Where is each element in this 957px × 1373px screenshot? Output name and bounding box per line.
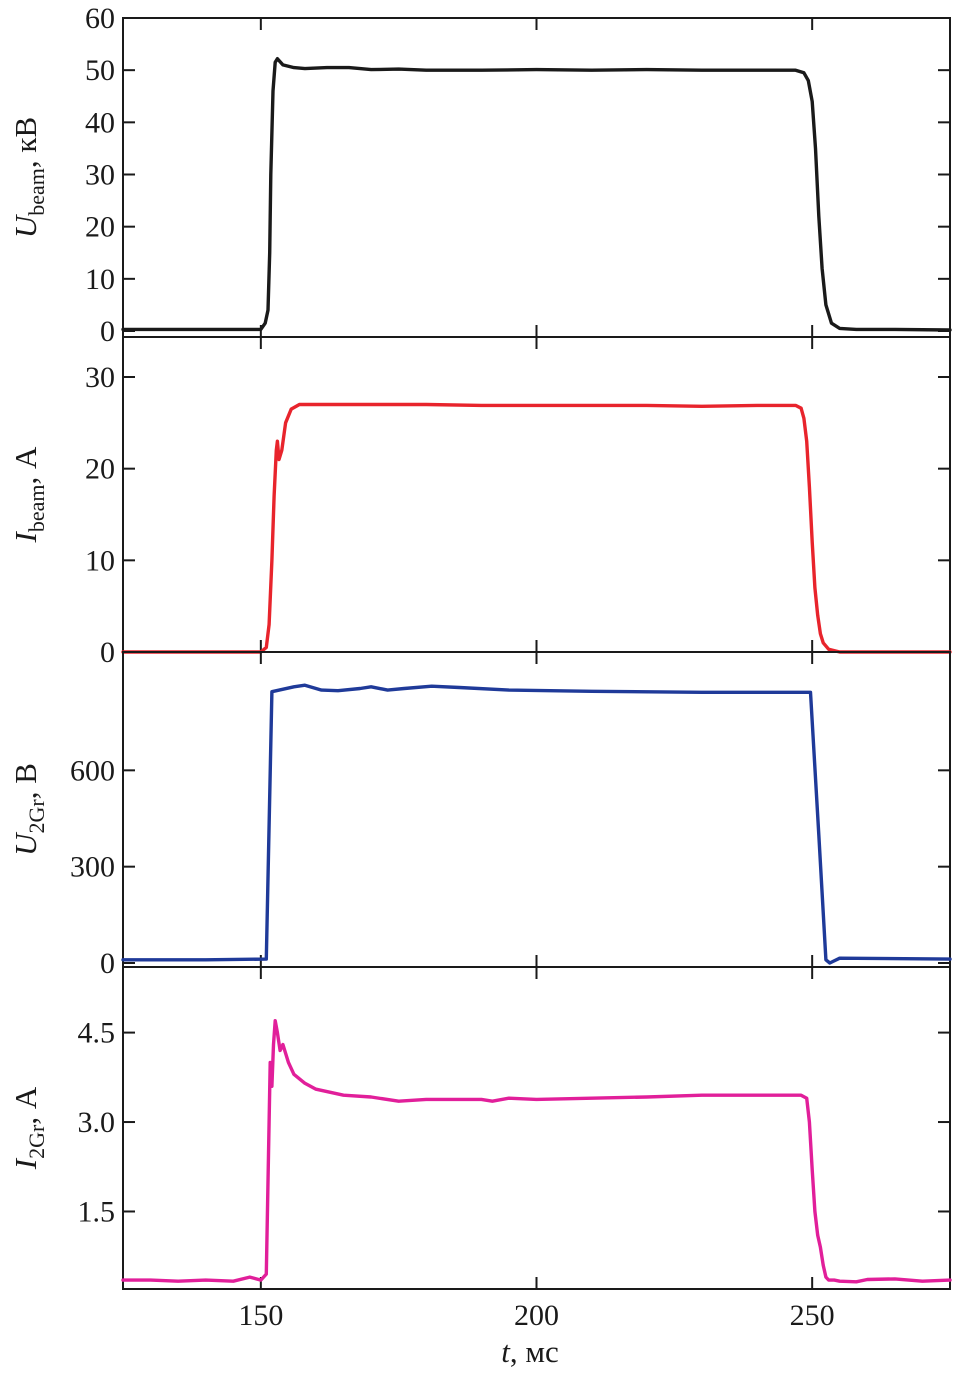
x-tick-label: 200 bbox=[514, 1299, 559, 1332]
y-tick-label: 0 bbox=[100, 636, 115, 669]
panel-1: 0 10 20 30 40 50 60 Ubeam, кВ bbox=[8, 2, 952, 348]
y-tick-label: 30 bbox=[85, 361, 115, 394]
y-axis-label: Ibeam, А bbox=[8, 446, 49, 543]
y-tick-label: 30 bbox=[85, 159, 115, 192]
x-axis-symbol: t bbox=[501, 1334, 511, 1369]
series-line bbox=[121, 57, 952, 332]
y-tick-label: 1.5 bbox=[78, 1195, 116, 1228]
panel-frame bbox=[122, 336, 951, 653]
panel-3: 0 300 600 U2Gr, В bbox=[8, 651, 952, 980]
y-axis-symbol: U bbox=[8, 831, 43, 856]
y-tick-label: 300 bbox=[70, 851, 115, 884]
y-axis-subscript: 2Gr bbox=[24, 1124, 49, 1159]
y-axis-unit: , А bbox=[8, 1086, 43, 1125]
x-tick-label: 250 bbox=[790, 1299, 835, 1332]
y-axis-subscript: beam bbox=[24, 484, 49, 532]
y-tick-label: 20 bbox=[85, 211, 115, 244]
y-axis-symbol: U bbox=[8, 213, 43, 238]
y-axis-unit: , В bbox=[8, 763, 43, 799]
y-tick-label: 50 bbox=[85, 54, 115, 87]
y-axis-unit: , кВ bbox=[8, 117, 43, 168]
y-tick-label: 4.5 bbox=[78, 1017, 116, 1050]
y-tick-label: 10 bbox=[85, 544, 115, 577]
y-axis-subscript: 2Gr bbox=[24, 799, 49, 834]
y-tick-label: 0 bbox=[100, 315, 115, 348]
y-tick-label: 40 bbox=[85, 106, 115, 139]
y-axis-label: I2Gr, А bbox=[8, 1086, 49, 1170]
x-axis-label: t, мс bbox=[501, 1334, 559, 1369]
panel-frame bbox=[122, 651, 951, 968]
y-tick-label: 0 bbox=[100, 947, 115, 980]
panel-2: 0 10 20 30 Ibeam, А bbox=[8, 336, 952, 669]
panel-4: 1.5 3.0 4.5 150 200 250 I2Gr, А bbox=[8, 966, 952, 1332]
y-axis-symbol: I bbox=[8, 530, 43, 543]
y-axis-subscript: beam bbox=[24, 168, 49, 216]
y-tick-label: 10 bbox=[85, 263, 115, 296]
y-axis-label: U2Gr, В bbox=[8, 763, 49, 856]
series-line bbox=[121, 1019, 952, 1284]
series-line bbox=[121, 402, 952, 654]
x-axis-unit: , мс bbox=[510, 1334, 559, 1369]
series-line bbox=[121, 683, 952, 965]
y-tick-label: 20 bbox=[85, 453, 115, 486]
y-axis-label: Ubeam, кВ bbox=[8, 117, 49, 238]
y-tick-label: 600 bbox=[70, 754, 115, 787]
x-tick-label: 150 bbox=[238, 1299, 283, 1332]
y-axis-unit: , А bbox=[8, 446, 43, 485]
y-tick-label: 60 bbox=[85, 2, 115, 35]
y-axis-symbol: I bbox=[8, 1157, 43, 1170]
panel-frame bbox=[122, 966, 951, 1290]
y-tick-label: 3.0 bbox=[78, 1106, 116, 1139]
